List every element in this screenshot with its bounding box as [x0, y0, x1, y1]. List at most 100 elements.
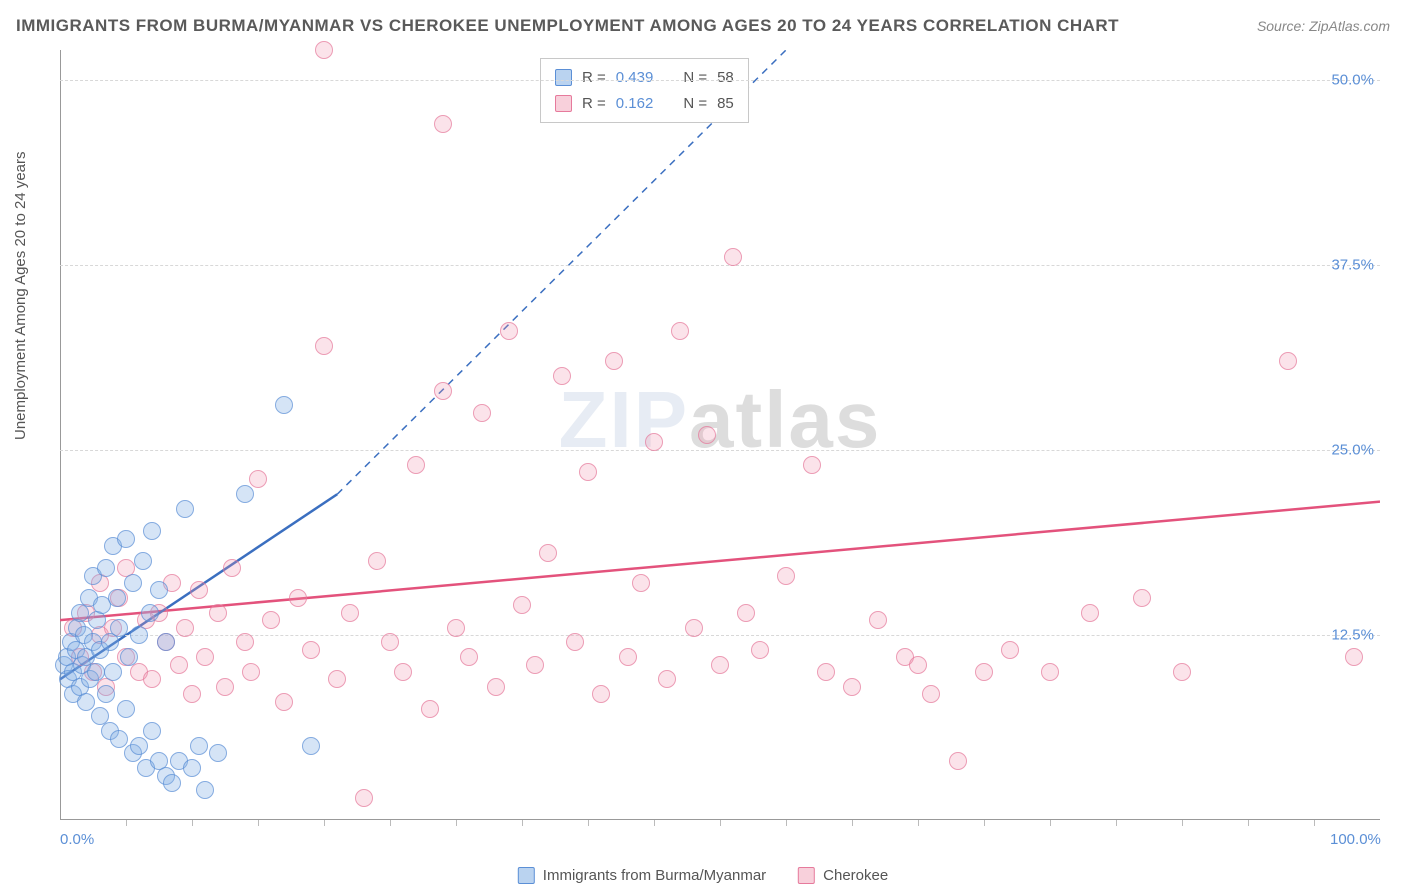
x-tick-mark	[1314, 820, 1315, 826]
r-value-blue: 0.439	[616, 65, 654, 91]
x-tick-mark	[522, 820, 523, 826]
data-point-pink	[407, 456, 425, 474]
data-point-pink	[421, 700, 439, 718]
data-point-pink	[1041, 663, 1059, 681]
x-tick-mark	[456, 820, 457, 826]
data-point-blue	[134, 552, 152, 570]
data-point-blue	[124, 574, 142, 592]
data-point-pink	[487, 678, 505, 696]
x-tick-mark	[786, 820, 787, 826]
x-tick-mark	[1182, 820, 1183, 826]
x-tick-mark	[852, 820, 853, 826]
data-point-blue	[104, 663, 122, 681]
data-point-blue	[130, 737, 148, 755]
data-point-pink	[249, 470, 267, 488]
data-point-pink	[751, 641, 769, 659]
x-tick-mark	[918, 820, 919, 826]
chart-title: IMMIGRANTS FROM BURMA/MYANMAR VS CHEROKE…	[16, 16, 1119, 36]
y-axis-label: Unemployment Among Ages 20 to 24 years	[12, 151, 29, 440]
x-tick-mark	[654, 820, 655, 826]
stats-row-blue: R = 0.439 N = 58	[555, 65, 734, 91]
data-point-blue	[190, 737, 208, 755]
data-point-pink	[777, 567, 795, 585]
data-point-pink	[209, 604, 227, 622]
grid-line	[60, 635, 1380, 636]
r-label: R =	[582, 91, 606, 117]
swatch-blue-icon	[555, 69, 572, 86]
data-point-pink	[315, 41, 333, 59]
data-point-blue	[183, 759, 201, 777]
swatch-pink-icon	[555, 95, 572, 112]
data-point-pink	[473, 404, 491, 422]
data-point-blue	[108, 589, 126, 607]
x-tick-mark	[258, 820, 259, 826]
r-value-pink: 0.162	[616, 91, 654, 117]
data-point-blue	[77, 693, 95, 711]
n-value-blue: 58	[717, 65, 734, 91]
series-legend: Immigrants from Burma/Myanmar Cherokee	[518, 867, 888, 884]
data-point-blue	[150, 581, 168, 599]
data-point-blue	[143, 722, 161, 740]
data-point-pink	[447, 619, 465, 637]
legend-label-pink: Cherokee	[823, 867, 888, 884]
data-point-blue	[117, 700, 135, 718]
data-point-pink	[513, 596, 531, 614]
legend-item-blue: Immigrants from Burma/Myanmar	[518, 867, 766, 884]
data-point-pink	[196, 648, 214, 666]
data-point-blue	[120, 648, 138, 666]
data-point-pink	[434, 115, 452, 133]
legend-label-blue: Immigrants from Burma/Myanmar	[543, 867, 766, 884]
data-point-pink	[671, 322, 689, 340]
x-tick-mark	[192, 820, 193, 826]
data-point-blue	[141, 604, 159, 622]
x-tick-mark	[720, 820, 721, 826]
correlation-stats-box: R = 0.439 N = 58 R = 0.162 N = 85	[540, 58, 749, 123]
legend-item-pink: Cherokee	[798, 867, 888, 884]
data-point-pink	[553, 367, 571, 385]
data-point-pink	[803, 456, 821, 474]
y-tick-label: 50.0%	[1331, 71, 1374, 88]
data-point-pink	[242, 663, 260, 681]
x-tick-label: 0.0%	[60, 831, 94, 848]
data-point-pink	[1133, 589, 1151, 607]
y-tick-label: 12.5%	[1331, 626, 1374, 643]
data-point-pink	[315, 337, 333, 355]
data-point-pink	[381, 633, 399, 651]
data-point-pink	[737, 604, 755, 622]
data-point-pink	[368, 552, 386, 570]
n-label: N =	[683, 65, 707, 91]
data-point-blue	[275, 396, 293, 414]
data-point-pink	[355, 789, 373, 807]
data-point-pink	[1001, 641, 1019, 659]
data-point-pink	[223, 559, 241, 577]
data-point-pink	[711, 656, 729, 674]
grid-line	[60, 450, 1380, 451]
data-point-pink	[579, 463, 597, 481]
data-point-pink	[190, 581, 208, 599]
data-point-blue	[196, 781, 214, 799]
data-point-pink	[500, 322, 518, 340]
n-value-pink: 85	[717, 91, 734, 117]
data-point-pink	[566, 633, 584, 651]
data-point-blue	[236, 485, 254, 503]
data-point-pink	[1173, 663, 1191, 681]
x-tick-mark	[588, 820, 589, 826]
x-tick-mark	[1116, 820, 1117, 826]
watermark: ZIPatlas	[559, 374, 882, 466]
x-tick-mark	[1050, 820, 1051, 826]
data-point-pink	[843, 678, 861, 696]
data-point-blue	[302, 737, 320, 755]
source-attribution: Source: ZipAtlas.com	[1257, 18, 1390, 34]
data-point-pink	[975, 663, 993, 681]
swatch-pink-icon	[798, 867, 815, 884]
n-label: N =	[683, 91, 707, 117]
data-point-pink	[526, 656, 544, 674]
data-point-pink	[658, 670, 676, 688]
data-point-pink	[434, 382, 452, 400]
data-point-blue	[97, 559, 115, 577]
x-tick-mark	[126, 820, 127, 826]
data-point-pink	[605, 352, 623, 370]
data-point-pink	[592, 685, 610, 703]
data-point-pink	[289, 589, 307, 607]
trend-line-pink	[60, 502, 1380, 620]
